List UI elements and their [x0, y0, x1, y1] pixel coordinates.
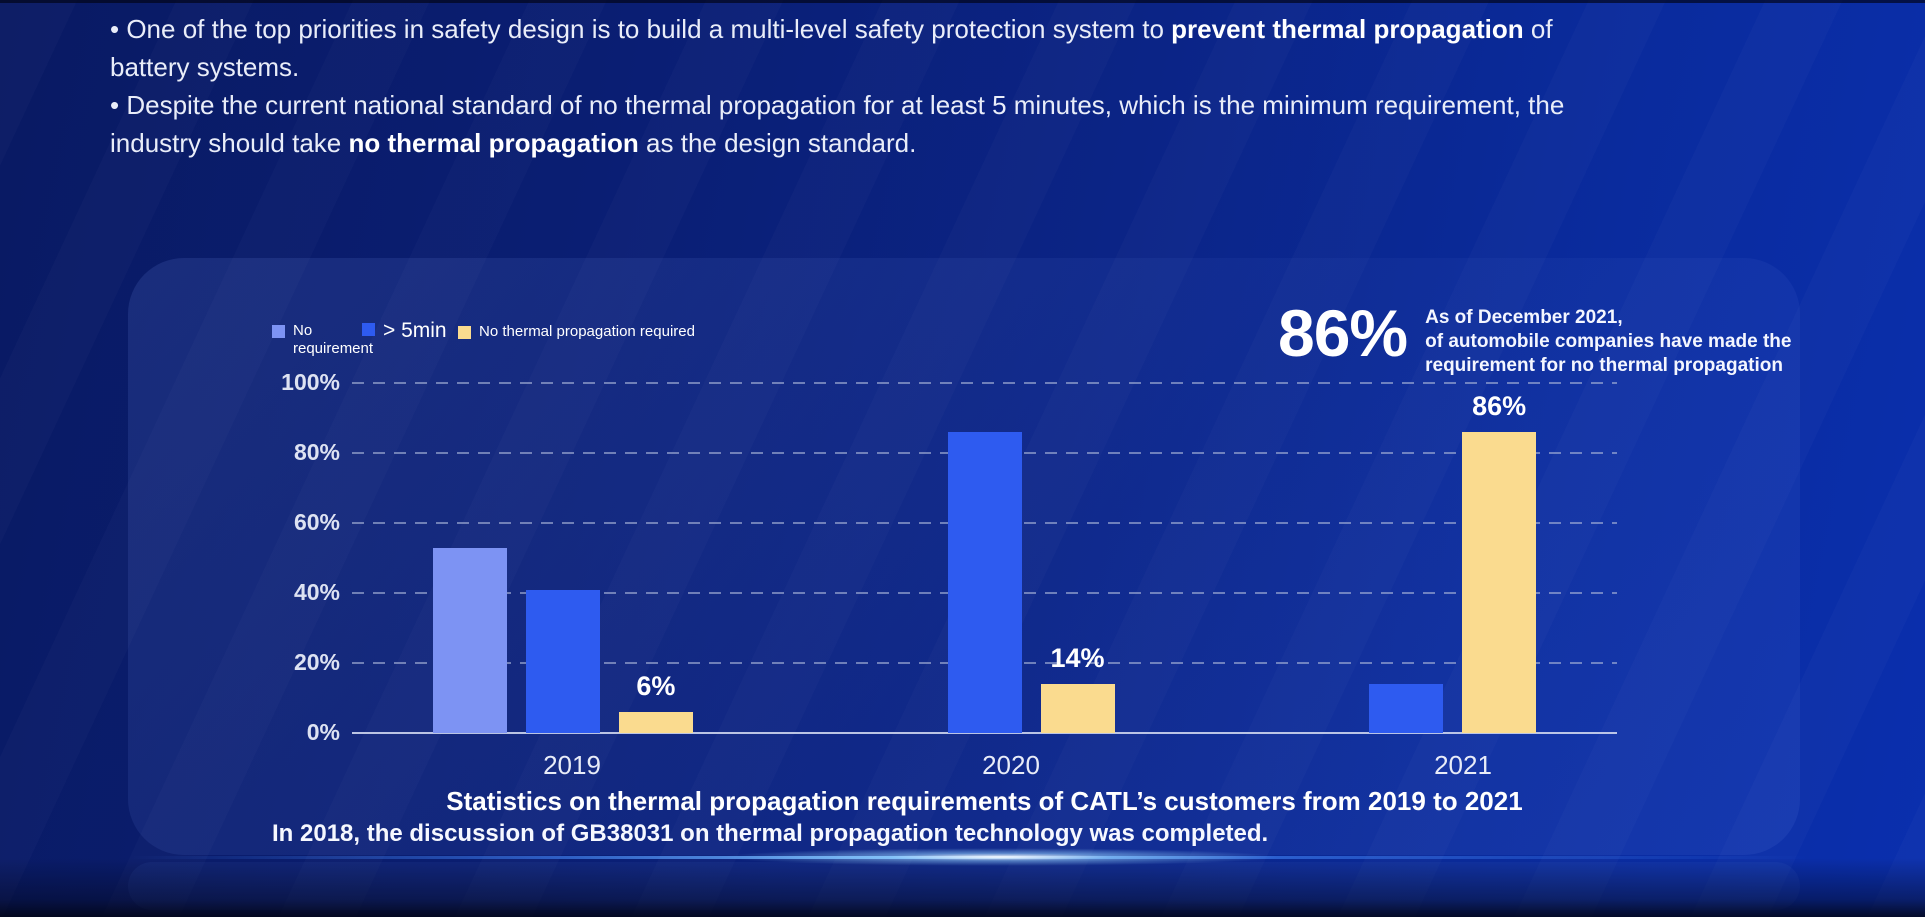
bar-2021-series-2: [1369, 684, 1444, 733]
legend-swatch: [458, 326, 471, 339]
bullet-item: • Despite the current national standard …: [110, 86, 1620, 162]
bar-value-label: 86%: [1472, 391, 1527, 421]
bar-2019-series-2: [525, 589, 600, 733]
bar-2019-series-1: [432, 547, 507, 733]
legend-label: No thermal propagation required: [479, 323, 695, 340]
top-edge-line: [0, 0, 1925, 3]
legend-label: No requirement: [293, 322, 374, 357]
gridline: [352, 382, 1617, 384]
y-axis-tick-label: 100%: [281, 369, 340, 395]
bullet-list: • One of the top priorities in safety de…: [110, 10, 1620, 162]
footnote: In 2018, the discussion of GB38031 on th…: [272, 820, 1269, 847]
highlight-stat-value: 86%: [1278, 296, 1408, 370]
legend-item: > 5min: [362, 320, 472, 341]
bullet-text: • One of the top priorities in safety de…: [110, 14, 1172, 44]
y-axis-tick-label: 80%: [293, 439, 340, 465]
highlight-stat: 86% As of December 2021, of automobile c…: [1278, 300, 1791, 378]
y-axis-tick-label: 0%: [306, 719, 340, 745]
bar-value-label: 14%: [1050, 643, 1105, 673]
y-axis-tick-label: 20%: [293, 649, 340, 675]
bullet-text: as the design standard.: [638, 128, 917, 158]
bullet-text-bold: prevent thermal propagation: [1171, 14, 1524, 44]
y-axis-tick-label: 40%: [293, 579, 340, 605]
chart-caption: Statistics on thermal propagation requir…: [446, 786, 1523, 816]
bullet-text-bold: no thermal propagation: [348, 128, 639, 158]
bar-value-label: 6%: [636, 671, 676, 701]
legend-swatch: [272, 325, 285, 338]
bullet-text: of battery systems.: [110, 14, 1553, 82]
panel-reflection: [128, 862, 1800, 910]
highlight-stat-line: of automobile companies have made the: [1425, 331, 1792, 352]
bar-2019-series-3: [618, 712, 693, 733]
bar-2020-series-2: [947, 432, 1022, 733]
x-axis-line: [352, 732, 1617, 734]
legend-label: > 5min: [383, 319, 447, 342]
bullet-item: • One of the top priorities in safety de…: [110, 10, 1620, 86]
bar-2020-series-3: [1040, 684, 1115, 733]
bullet-text: • Despite the current national standard …: [110, 90, 1565, 158]
highlight-stat-line: requirement for no thermal propagation: [1425, 355, 1783, 376]
legend-swatch: [362, 323, 375, 336]
y-axis-tick-label: 60%: [293, 509, 340, 535]
bar-2021-series-3: [1462, 432, 1537, 733]
highlight-stat-description: As of December 2021, of automobile compa…: [1425, 306, 1791, 378]
highlight-stat-line: As of December 2021,: [1425, 307, 1623, 328]
x-axis-category-label: 2020: [982, 750, 1040, 780]
x-axis-category-label: 2019: [543, 750, 601, 780]
legend-item: No requirement: [272, 322, 373, 358]
x-axis-category-label: 2021: [1434, 750, 1492, 780]
legend-item: No thermal propagation required: [458, 323, 738, 341]
